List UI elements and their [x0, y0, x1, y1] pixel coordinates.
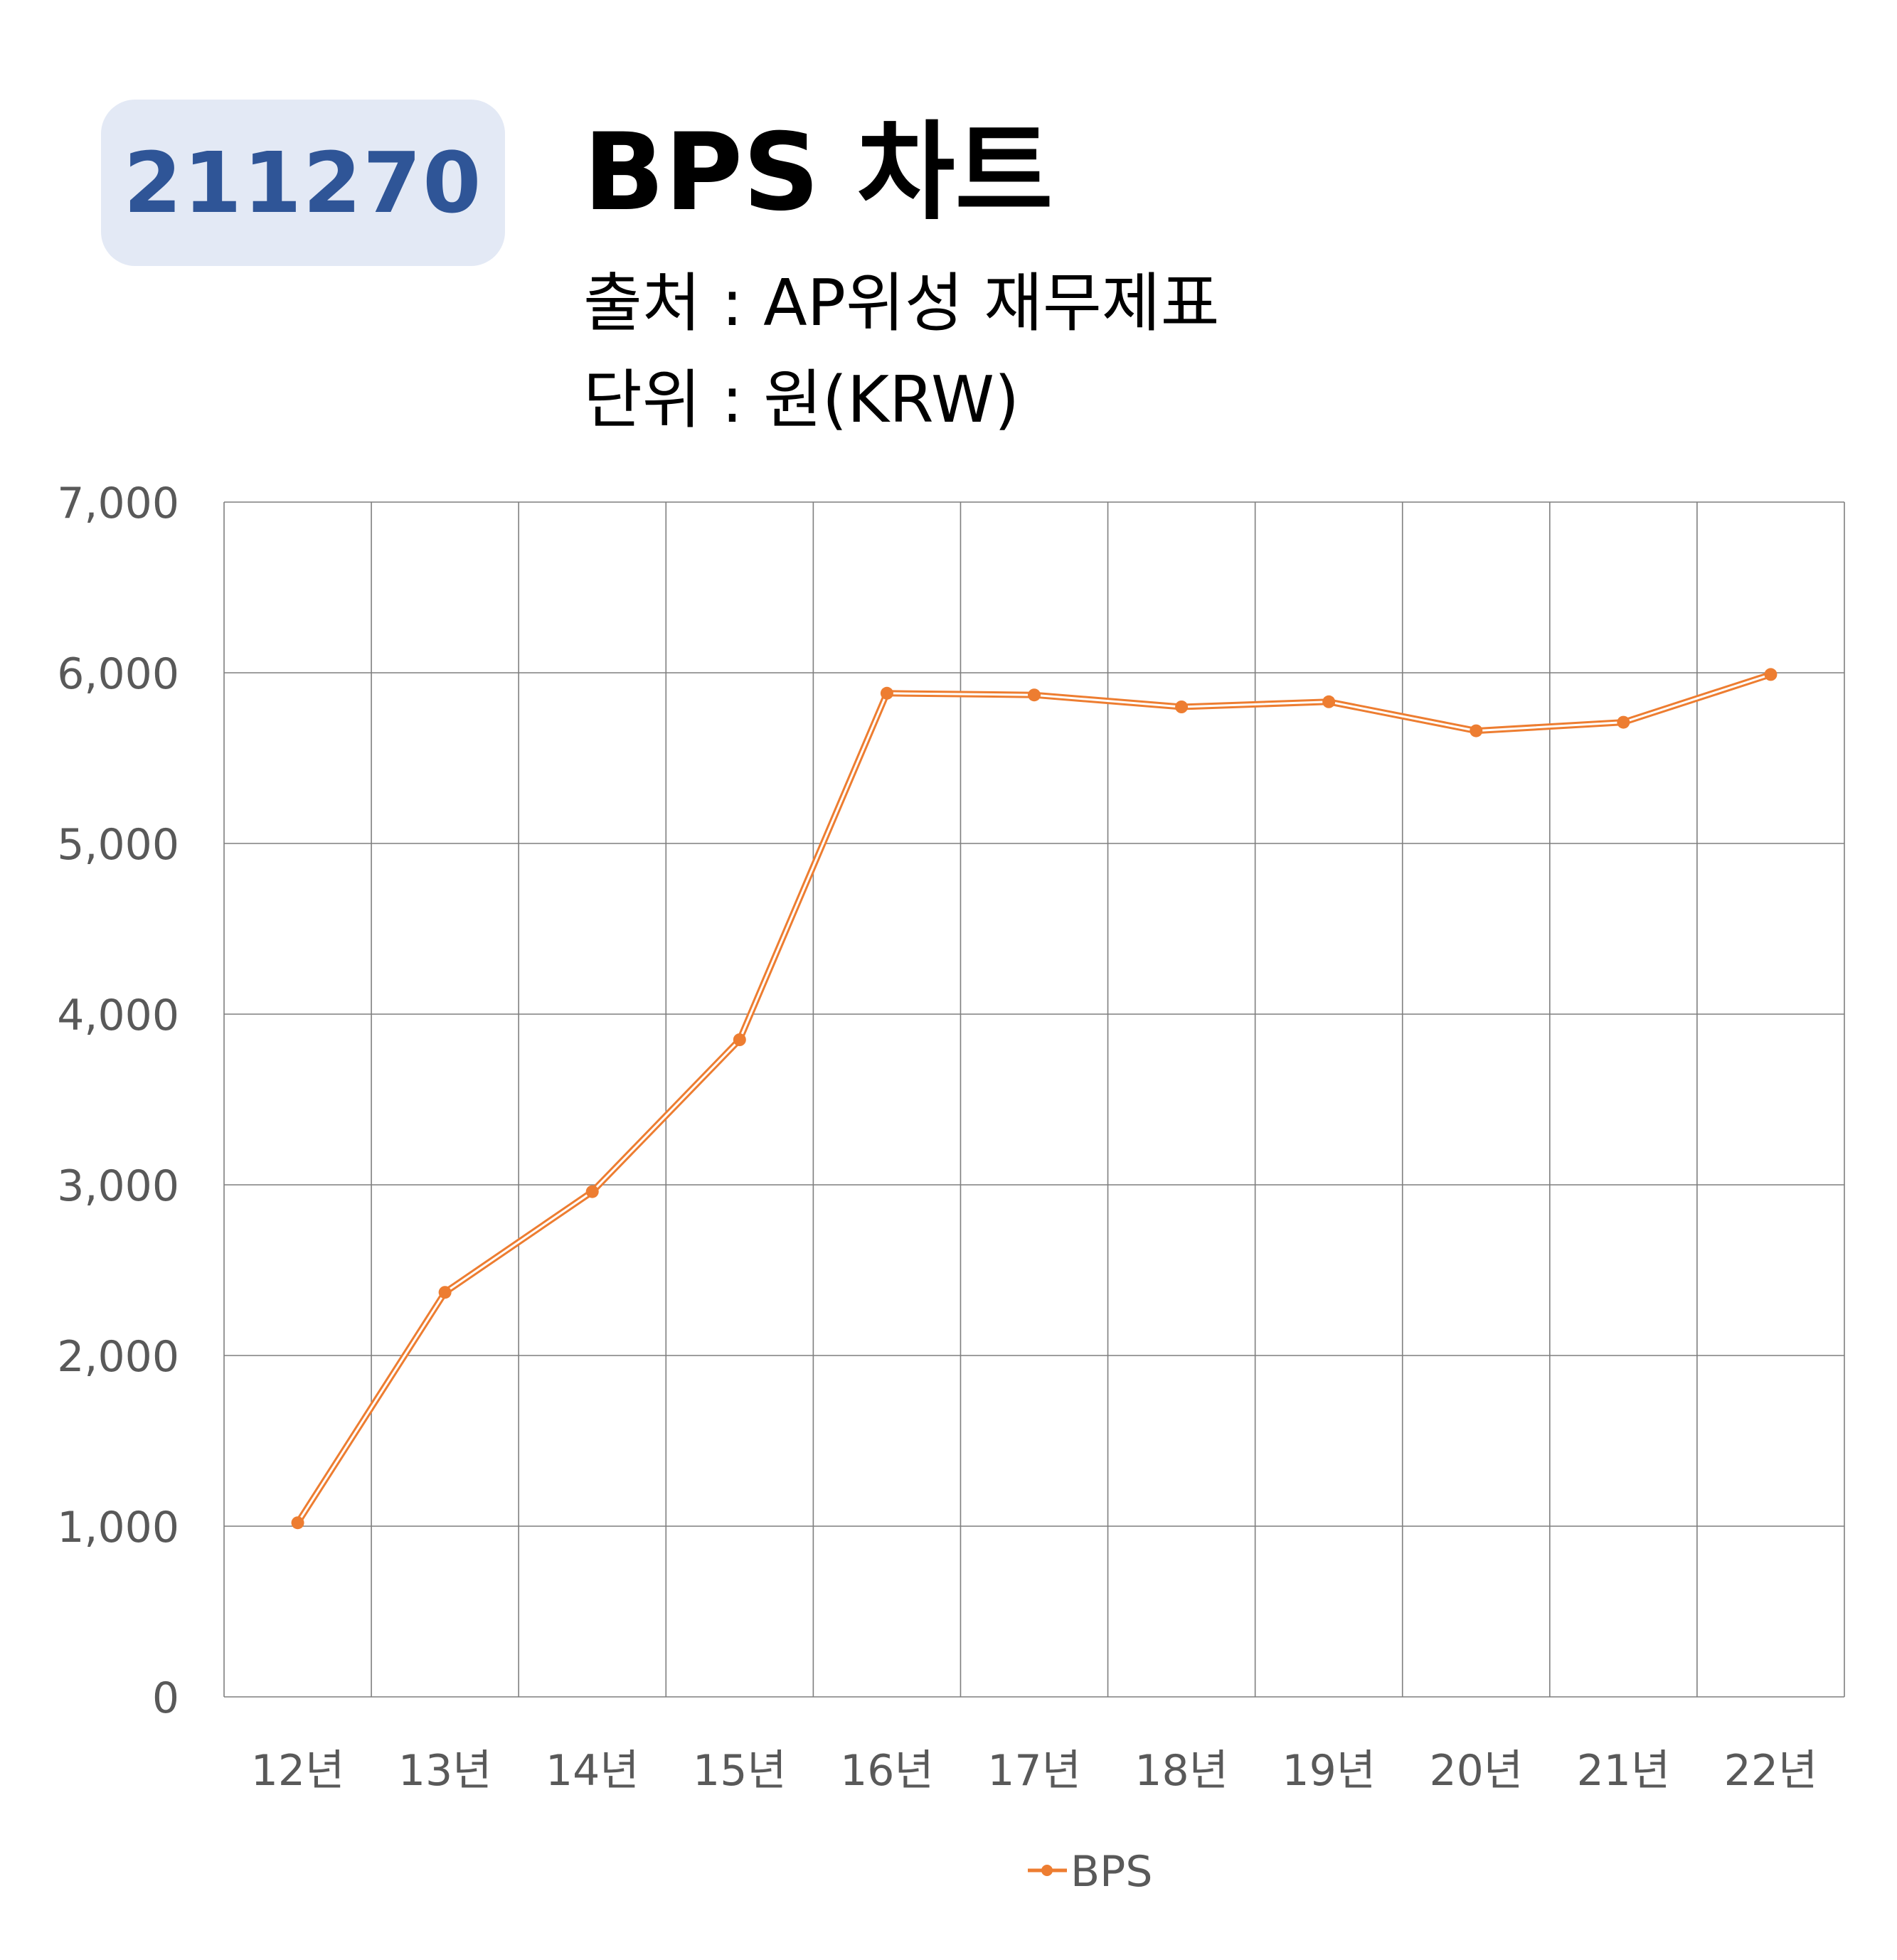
- series-bps: [291, 668, 1778, 1530]
- y-tick-label: 4,000: [57, 991, 179, 1040]
- data-point: [1470, 724, 1483, 737]
- x-tick-label: 20년: [1429, 1746, 1523, 1796]
- x-tick-label: 15년: [693, 1746, 787, 1796]
- x-axis-ticks: 12년 13년 14년 15년 16년 17년 18년 19년 20년 21년 22년: [251, 1746, 1817, 1796]
- y-tick-label: 1,000: [57, 1503, 179, 1552]
- x-tick-label: 17년: [987, 1746, 1081, 1796]
- x-tick-label: 21년: [1577, 1746, 1671, 1796]
- stock-code: 211270: [123, 134, 483, 232]
- legend-label: BPS: [1070, 1847, 1152, 1897]
- y-tick-label: 5,000: [57, 820, 179, 870]
- chart-title: BPS 차트: [583, 111, 1053, 235]
- data-point: [880, 686, 893, 700]
- x-tick-label: 16년: [840, 1746, 934, 1796]
- chart-source: 출처 : AP위성 재무제표: [583, 266, 1220, 341]
- y-tick-label: 0: [152, 1673, 179, 1723]
- data-point: [291, 1516, 304, 1530]
- x-tick-label: 18년: [1135, 1746, 1228, 1796]
- x-tick-label: 12년: [251, 1746, 345, 1796]
- grid-lines: [223, 501, 1845, 1698]
- chart-unit: 단위 : 원(KRW): [583, 363, 1020, 437]
- data-point: [1764, 668, 1778, 681]
- data-point: [585, 1185, 599, 1198]
- data-point: [733, 1033, 746, 1046]
- y-tick-label: 2,000: [57, 1332, 179, 1382]
- x-tick-label: 13년: [398, 1746, 492, 1796]
- y-tick-label: 3,000: [57, 1161, 179, 1211]
- stock-code-badge: 211270: [101, 100, 505, 266]
- y-tick-label: 7,000: [57, 479, 179, 528]
- x-tick-label: 19년: [1282, 1746, 1376, 1796]
- x-tick-label: 14년: [546, 1746, 639, 1796]
- data-point: [1617, 715, 1630, 729]
- legend-dot-marker: [1041, 1865, 1053, 1876]
- y-tick-label: 6,000: [57, 649, 179, 699]
- x-tick-label: 22년: [1724, 1746, 1818, 1796]
- data-point: [1322, 695, 1336, 708]
- y-axis-ticks: 0 1,000 2,000 3,000 4,000 5,000 6,000 7,000: [57, 479, 179, 1723]
- data-point: [438, 1286, 452, 1299]
- legend: BPS: [1028, 1847, 1152, 1897]
- data-point: [1175, 701, 1189, 713]
- data-point: [1028, 688, 1041, 702]
